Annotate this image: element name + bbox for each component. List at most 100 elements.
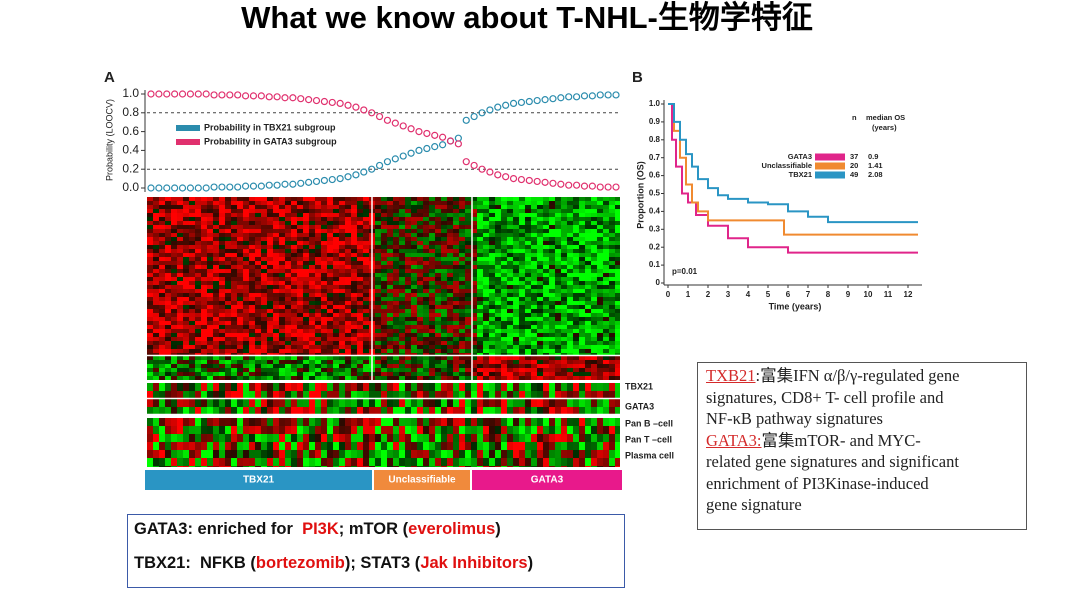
heatmap-cell bbox=[501, 466, 507, 467]
heatmap-cell bbox=[219, 281, 225, 285]
heatmap-cell bbox=[555, 337, 561, 341]
heatmap-cell bbox=[321, 341, 327, 345]
heatmap-cell bbox=[471, 349, 477, 353]
heatmap-cell bbox=[219, 325, 225, 329]
heatmap-cell bbox=[513, 399, 519, 407]
heatmap-cell bbox=[183, 399, 189, 407]
heatmap-cell bbox=[201, 201, 207, 205]
heatmap-cell bbox=[225, 205, 231, 209]
heatmap-cell bbox=[219, 225, 225, 229]
heatmap-cell bbox=[291, 273, 297, 277]
heatmap-cell bbox=[177, 341, 183, 345]
heatmap-cell bbox=[201, 233, 207, 237]
heatmap-cell bbox=[315, 265, 321, 269]
heatmap-cell bbox=[441, 341, 447, 345]
heatmap-cell bbox=[387, 273, 393, 277]
heatmap-cell bbox=[171, 466, 177, 467]
heatmap-cell bbox=[297, 205, 303, 209]
heatmap-cell bbox=[477, 434, 483, 442]
heatmap-cell bbox=[213, 309, 219, 313]
heatmap-cell bbox=[285, 376, 291, 380]
heatmap-cell bbox=[423, 249, 429, 253]
heatmap-cell bbox=[519, 391, 525, 399]
probability-point bbox=[305, 178, 313, 186]
heatmap-cell bbox=[609, 399, 615, 407]
heatmap-cell bbox=[387, 337, 393, 341]
heatmap-cell bbox=[471, 261, 477, 265]
heatmap-cell bbox=[303, 201, 309, 205]
heatmap-cell bbox=[321, 269, 327, 273]
heatmap-cell bbox=[453, 341, 459, 345]
heatmap-cell bbox=[381, 368, 387, 372]
heatmap-cell bbox=[261, 466, 267, 467]
heatmap-cell bbox=[147, 391, 153, 399]
heatmap-cell bbox=[327, 293, 333, 297]
heatmap-cell bbox=[297, 213, 303, 217]
heatmap-cell bbox=[345, 217, 351, 221]
heatmap-cell bbox=[609, 265, 615, 269]
heatmap-cell bbox=[531, 399, 537, 407]
heatmap-cell bbox=[519, 225, 525, 229]
heatmap-cell bbox=[549, 205, 555, 209]
heatmap-cell bbox=[345, 233, 351, 237]
heatmap-cell bbox=[543, 305, 549, 309]
heatmap-cell bbox=[195, 345, 201, 349]
heatmap-cell bbox=[579, 345, 585, 349]
heatmap-cell bbox=[363, 360, 369, 364]
heatmap-cell bbox=[243, 233, 249, 237]
heatmap-cell bbox=[513, 309, 519, 313]
heatmap-cell bbox=[333, 297, 339, 301]
heatmap-cell bbox=[339, 245, 345, 249]
heatmap-cell bbox=[543, 249, 549, 253]
heatmap-cell bbox=[579, 225, 585, 229]
heatmap-cell bbox=[471, 391, 477, 399]
heatmap-cell bbox=[573, 205, 579, 209]
heatmap-cell bbox=[483, 434, 489, 442]
heatmap-cell bbox=[585, 233, 591, 237]
heatmap-cell bbox=[567, 418, 573, 426]
heatmap-cell bbox=[465, 257, 471, 261]
heatmap-cell bbox=[255, 360, 261, 364]
heatmap-cell bbox=[615, 229, 620, 233]
heatmap-cell bbox=[315, 225, 321, 229]
heatmap-cell bbox=[447, 265, 453, 269]
heatmap-cell bbox=[183, 313, 189, 317]
slide-title: What we know about T-NHL-生物学特征 bbox=[241, 0, 813, 35]
heatmap-cell bbox=[147, 317, 153, 321]
note-line: GATA3:富集mTOR- and MYC- bbox=[706, 430, 1026, 452]
heatmap-cell bbox=[153, 360, 159, 364]
heatmap-cell bbox=[153, 229, 159, 233]
heatmap-cell bbox=[189, 241, 195, 245]
heatmap-cell bbox=[597, 360, 603, 364]
heatmap-cell bbox=[243, 434, 249, 442]
heatmap-cell bbox=[603, 434, 609, 442]
heatmap-cell bbox=[525, 376, 531, 380]
summary-text: ; mTOR ( bbox=[338, 520, 409, 538]
heatmap-cell bbox=[363, 434, 369, 442]
heatmap-cell bbox=[549, 301, 555, 305]
heatmap-cell bbox=[231, 458, 237, 466]
heatmap-cell bbox=[351, 249, 357, 253]
heatmap-cell bbox=[549, 233, 555, 237]
heatmap-cell bbox=[273, 285, 279, 289]
heatmap-cell bbox=[249, 368, 255, 372]
heatmap-cell bbox=[597, 233, 603, 237]
legend-median: 1.41 bbox=[868, 161, 883, 170]
heatmap-cell bbox=[405, 360, 411, 364]
group-bar bbox=[472, 470, 622, 490]
heatmap-cell bbox=[315, 353, 321, 355]
heatmap-cell bbox=[555, 321, 561, 325]
heatmap-cell bbox=[519, 297, 525, 301]
heatmap-cell bbox=[441, 383, 447, 391]
heatmap-cell bbox=[195, 221, 201, 225]
heatmap-cell bbox=[537, 237, 543, 241]
heatmap-cell bbox=[489, 269, 495, 273]
heatmap-cell bbox=[543, 407, 549, 414]
heatmap-cell bbox=[399, 313, 405, 317]
heatmap-cell bbox=[267, 450, 273, 458]
heatmap-cell bbox=[393, 209, 399, 213]
heatmap-cell bbox=[333, 217, 339, 221]
heatmap-cell bbox=[225, 458, 231, 466]
heatmap-cell bbox=[273, 353, 279, 355]
heatmap-cell bbox=[471, 418, 477, 426]
